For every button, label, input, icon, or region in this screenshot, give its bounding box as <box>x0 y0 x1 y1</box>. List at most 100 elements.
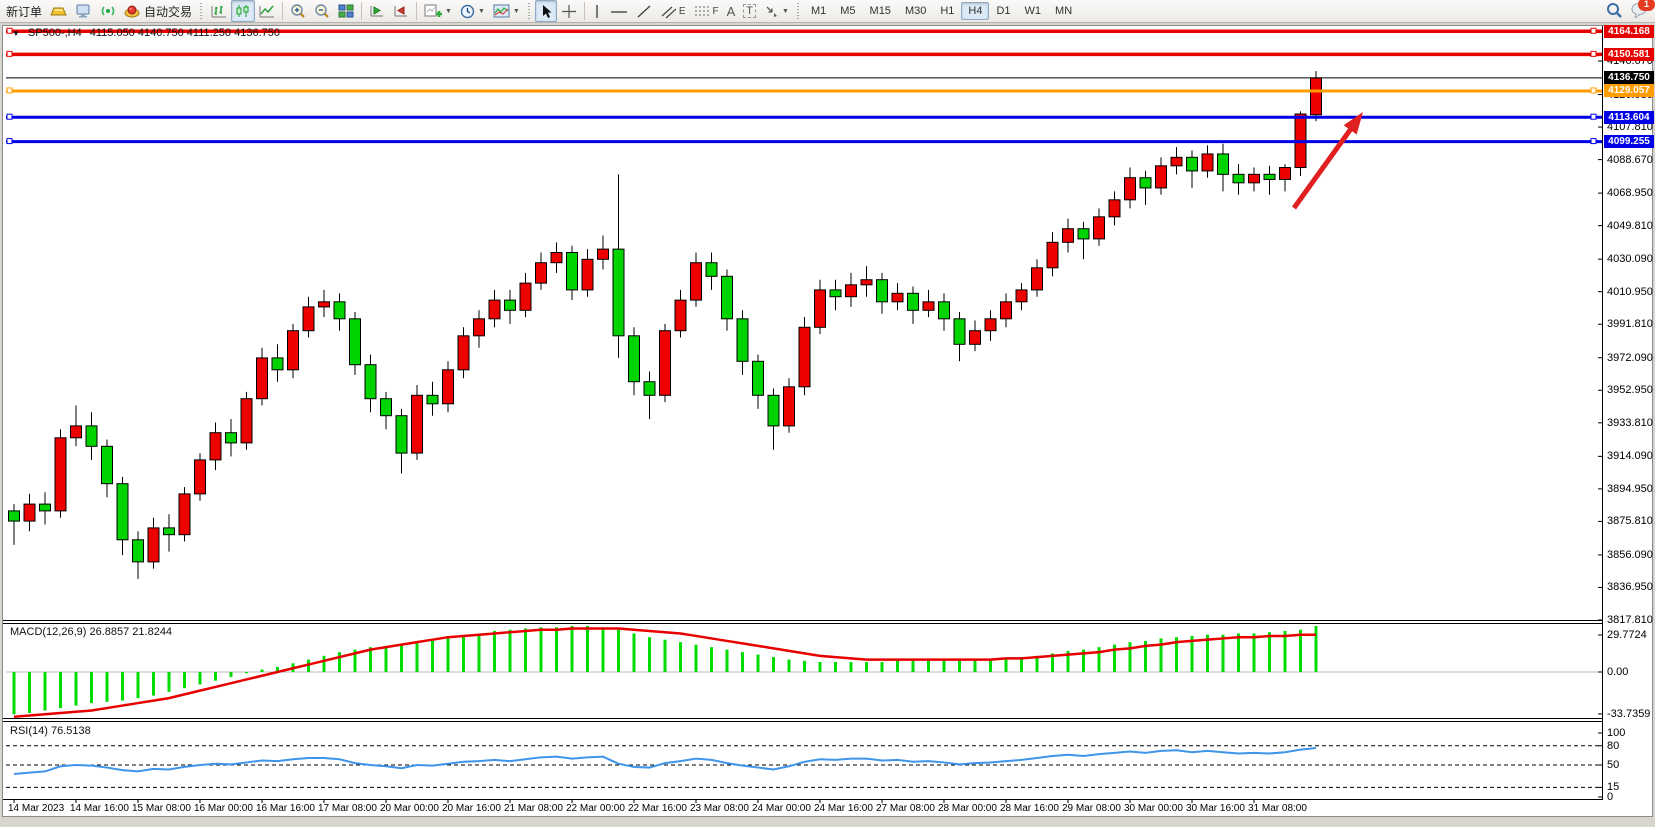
price-tick-label: 4049.810 <box>1607 219 1653 232</box>
candle <box>287 330 299 371</box>
clock-icon <box>460 4 475 19</box>
candle <box>1108 199 1121 218</box>
line-chart-icon <box>259 4 275 18</box>
trendline-button[interactable] <box>632 0 656 22</box>
horizontal-line-button[interactable] <box>606 0 632 22</box>
rsi-tick-label: 80 <box>1607 739 1620 752</box>
line-handle[interactable] <box>6 27 13 34</box>
chart-shift-button[interactable] <box>389 0 413 22</box>
text-label-icon: T <box>743 4 757 18</box>
market-watch-button[interactable] <box>46 0 71 22</box>
price-tick-label: 4107.810 <box>1607 121 1653 134</box>
timeframe-W1[interactable]: W1 <box>1024 5 1042 17</box>
vertical-line-button[interactable] <box>588 0 606 22</box>
line-handle[interactable] <box>1590 113 1597 120</box>
zoom-in-button[interactable] <box>286 0 310 22</box>
timeframe-MN[interactable]: MN <box>1055 5 1073 17</box>
fibo-letter: F <box>712 5 719 17</box>
notifications-button[interactable]: 1 <box>1631 0 1655 21</box>
macd-header: MACD(12,26,9) 26.8857 21.8244 <box>10 626 173 638</box>
line-handle[interactable] <box>6 113 13 120</box>
time-axis-label: 21 Mar 08:00 <box>504 803 563 814</box>
crosshair-button[interactable] <box>557 0 581 22</box>
candle <box>550 252 563 264</box>
toolbar: 新订单 自动交易 <box>0 0 1655 23</box>
candle <box>1201 153 1214 172</box>
time-axis-label: 24 Mar 00:00 <box>752 803 811 814</box>
toolbar-grip[interactable] <box>796 3 800 19</box>
candle <box>690 262 702 301</box>
price-tick-label: 3817.810 <box>1607 614 1653 626</box>
timeframe-M15[interactable]: M15 <box>869 5 891 17</box>
time-axis-label: 20 Mar 16:00 <box>442 803 501 814</box>
timeframe-D1[interactable]: D1 <box>996 5 1011 17</box>
zoom-out-button[interactable] <box>310 0 334 22</box>
auto-scroll-button[interactable] <box>365 0 389 22</box>
text-button[interactable]: A <box>723 0 740 22</box>
candle <box>767 394 780 427</box>
collapse-triangle-icon[interactable]: ▼ <box>12 28 20 38</box>
line-handle[interactable] <box>6 87 13 94</box>
signals-button[interactable] <box>96 0 120 22</box>
price-tag: 4150.581 <box>1604 47 1654 61</box>
bar-chart-button[interactable] <box>207 0 231 22</box>
timeframe-H4[interactable]: H4 <box>961 2 990 20</box>
text-label-button[interactable]: T <box>739 0 760 22</box>
arrows-button[interactable]: ▼ <box>760 0 793 22</box>
dropdown-caret-icon: ▼ <box>477 7 485 15</box>
candlestick-chart-button[interactable] <box>231 0 256 22</box>
candle <box>1062 228 1074 243</box>
timeframe-M30[interactable]: M30 <box>904 5 927 17</box>
dropdown-caret-icon: ▼ <box>512 7 520 15</box>
equidistant-channel-button[interactable]: E <box>656 0 690 22</box>
rsi-tick-label: 15 <box>1607 781 1620 794</box>
crosshair-icon <box>561 4 577 19</box>
candle <box>969 330 981 345</box>
candle <box>364 364 377 400</box>
line-handle[interactable] <box>6 138 13 145</box>
chart-properties-button[interactable]: ▼ <box>489 0 524 22</box>
candle <box>612 248 625 337</box>
periods-button[interactable]: ▼ <box>456 0 489 22</box>
candle <box>1046 241 1059 269</box>
time-axis-label: 14 Mar 16:00 <box>70 803 129 814</box>
time-axis-label: 24 Mar 16:00 <box>814 803 873 814</box>
chart-background <box>3 26 1652 816</box>
time-axis-label: 28 Mar 00:00 <box>938 803 997 814</box>
timeframe-M5[interactable]: M5 <box>840 5 856 17</box>
auto-trading-button[interactable]: 自动交易 <box>120 0 196 22</box>
candle <box>783 386 795 427</box>
line-handle[interactable] <box>1590 138 1597 145</box>
candle <box>984 318 997 332</box>
toolbar-grip[interactable] <box>200 3 204 19</box>
tile-windows-button[interactable] <box>334 0 358 22</box>
terminal-button[interactable] <box>71 0 96 22</box>
fibonacci-button[interactable]: F <box>690 0 723 22</box>
line-handle[interactable] <box>1590 27 1597 34</box>
timeframe-H1[interactable]: H1 <box>940 5 955 17</box>
tile-windows-icon <box>338 4 354 18</box>
candle <box>116 483 129 541</box>
search-icon[interactable] <box>1606 2 1623 22</box>
new-order-button[interactable]: 新订单 <box>2 0 46 22</box>
toolbar-grip[interactable] <box>527 3 531 19</box>
new-chart-button[interactable]: ▼ <box>420 0 456 22</box>
price-tick-label: 4068.950 <box>1607 187 1653 200</box>
candle <box>1031 267 1043 291</box>
gold-ingot-icon <box>50 4 67 18</box>
cursor-button[interactable] <box>534 0 557 22</box>
candle <box>922 301 935 311</box>
horizontal-line-icon <box>610 4 628 19</box>
line-handle[interactable] <box>1590 50 1597 57</box>
line-handle[interactable] <box>1590 87 1597 94</box>
candle <box>1093 216 1105 240</box>
macd-tick-label: -33.7359 <box>1607 707 1651 720</box>
line-handle[interactable] <box>6 50 13 57</box>
trend-arrow[interactable] <box>1291 125 1355 210</box>
time-axis-label: 30 Mar 16:00 <box>1186 803 1245 814</box>
line-chart-button[interactable] <box>255 0 279 22</box>
candle <box>271 357 284 371</box>
timeframe-M1[interactable]: M1 <box>810 5 827 17</box>
candle <box>178 493 191 536</box>
